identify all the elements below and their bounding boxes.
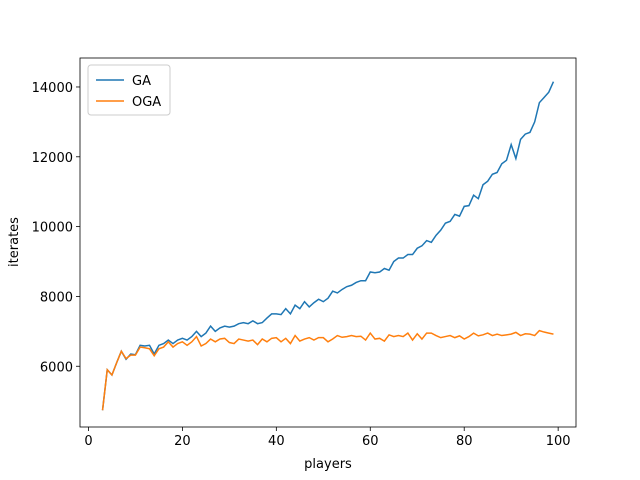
legend-box [87,64,171,116]
y-axis-label: iterates [7,217,22,267]
y-tick-label: 12000 [32,151,73,166]
y-tick-label: 10000 [32,221,73,236]
plot-frame [79,57,577,428]
x-tick-label: 60 [362,434,379,449]
y-tick-label: 14000 [32,81,73,96]
legend-label: OGA [132,95,161,110]
series-line [101,81,555,411]
x-tick-label: 100 [546,434,571,449]
y-tick-label: 8000 [40,290,73,305]
x-axis-label: players [304,457,352,472]
x-tick-label: 20 [174,434,191,449]
x-tick-label: 80 [456,434,473,449]
legend: GA OGA [87,64,171,116]
x-tick-label: 0 [84,434,92,449]
y-tick-label: 6000 [40,360,73,375]
x-tick-label: 40 [268,434,285,449]
series-line [101,329,554,411]
legend-label: GA [132,74,151,89]
